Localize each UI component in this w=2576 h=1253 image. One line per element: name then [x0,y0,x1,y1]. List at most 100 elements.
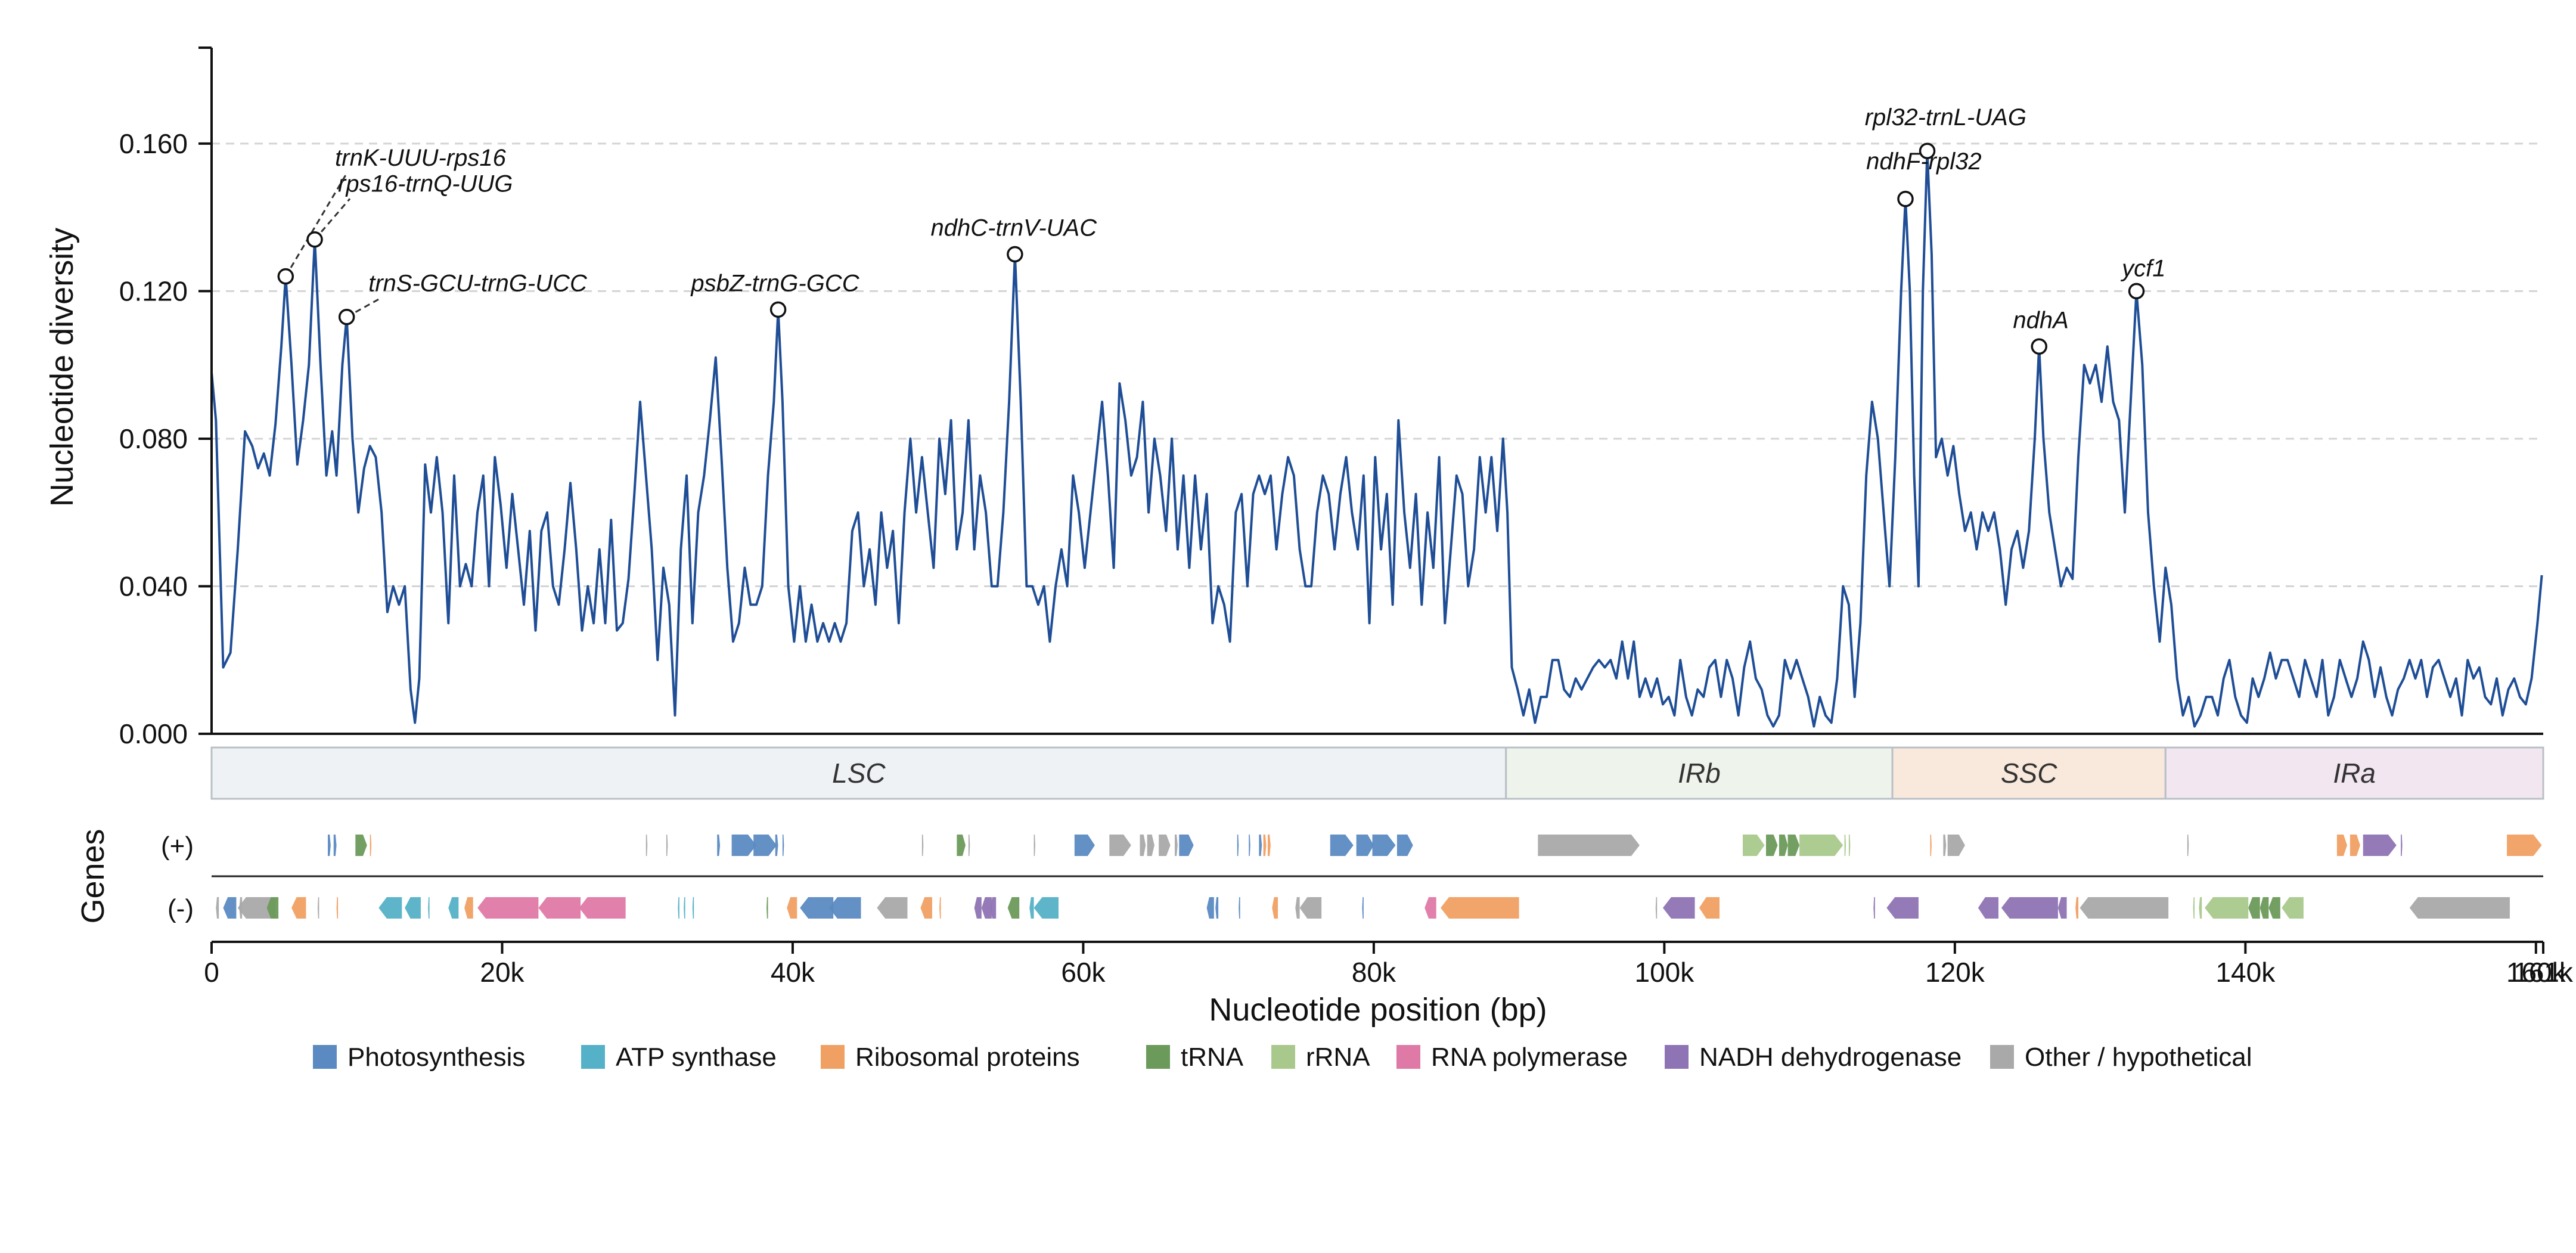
gene-feature [317,897,319,919]
gene-feature [336,897,339,919]
region-ssc [1891,746,2167,800]
gene-feature [1140,835,1146,856]
gene-feature [1655,897,1658,919]
gene-feature [1033,835,1035,856]
gene-feature [1179,835,1194,856]
legend-label: RNA polymerase [1431,1043,1628,1072]
gene-feature [2001,897,2058,919]
gene-feature [1263,835,1267,856]
gene-feature [1662,897,1695,919]
x-tick-label: 160k [2506,957,2566,988]
peak-label: ndhC-trnV-UAC [931,215,1098,241]
gene-feature [717,835,721,856]
gene-feature [974,897,982,919]
gene-feature [1787,835,1800,856]
strand-label-minus: (-) [167,894,194,923]
gene-feature [1396,835,1413,856]
gene-feature [957,835,966,856]
gene-feature [1237,835,1239,856]
gene-feature [1295,897,1300,919]
gene-feature [753,835,777,856]
gene-feature [1424,897,1436,919]
gene-feature [1029,897,1034,919]
gene-feature [1147,835,1154,856]
gene-feature [1441,897,1519,919]
gene-feature [1239,897,1240,919]
y-axis-title: Nucleotide diversity [44,228,80,507]
gene-feature [1267,835,1271,856]
gene-feature [1074,835,1095,856]
peak-label: trnK-UUU-rps16 [335,145,506,171]
gene-feature [1873,897,1875,919]
legend-swatch [1146,1045,1170,1069]
gene-feature [1372,835,1396,856]
gene-feature [1272,897,1278,919]
peak-label: ndhA [2013,307,2068,333]
peak-leader-line [314,198,351,240]
gene-feature [1699,897,1720,919]
region-bar: LSC IRb SSC IRa [210,746,2544,800]
axes: 0.000 0.040 0.080 0.120 0.160 [119,46,2543,749]
gene-feature [2187,835,2189,856]
peak-marker [277,268,294,285]
gene-feature [684,897,685,919]
gene-feature [1206,897,1214,919]
region-label: SSC [2001,758,2057,789]
peak-marker [1919,142,1936,160]
x-tick-label: 140k [2215,957,2276,988]
gene-feature [2350,835,2360,856]
gene-feature [1766,835,1778,856]
legend-label: NADH dehydrogenase [1699,1043,1962,1072]
gene-feature [828,897,861,919]
peak-label: rpl32-trnL-UAG [1865,104,2026,131]
gene-feature [920,897,932,919]
legend-label: ATP synthase [616,1043,777,1072]
gene-feature [355,835,367,856]
region-label: LSC [832,758,886,789]
gene-feature [464,897,473,919]
legend-swatch [821,1045,845,1069]
gene-feature [666,835,668,856]
gene-feature [1330,835,1354,856]
x-tick-label: 100k [1635,957,1695,988]
gene-feature [2507,835,2542,856]
gene-feature [2080,897,2169,919]
legend-label: tRNA [1181,1043,1244,1072]
gene-feature [645,835,648,856]
y-tick-label: 0.040 [119,570,188,601]
gene-feature [2336,835,2347,856]
gene-feature [216,897,219,919]
legend-label: Photosynthesis [347,1043,525,1072]
legend-swatch [313,1045,337,1069]
peak-marker [2128,283,2145,300]
gene-feature [378,897,402,919]
gene-feature [291,897,306,919]
strand-label-plus: (+) [161,832,194,861]
gene-feature [692,897,694,919]
gene-feature [266,897,279,919]
peak-marker [306,231,323,248]
diversity-line [210,150,2543,728]
gene-feature [333,835,337,856]
gene-feature [2409,897,2510,919]
gene-feature [990,897,997,919]
legend-swatch [581,1045,605,1069]
peak-label: rps16-trnQ-UUG [338,170,513,197]
gene-feature [1249,835,1250,856]
gene-feature [1978,897,1998,919]
gene-feature [2401,835,2403,856]
y-tick-label: 0.120 [119,275,188,306]
gene-feature [370,835,372,856]
gene-feature [1743,835,1765,856]
gene-feature [1215,897,1219,919]
x-axis-title: Nucleotide position (bp) [1209,992,1547,1028]
gene-feature [968,835,970,856]
gene-feature [731,835,757,856]
y-tick-label: 0.080 [119,423,188,454]
gene-feature [939,897,941,919]
gene-feature [327,835,331,856]
legend-swatch [1665,1045,1689,1069]
gene-feature [2268,897,2280,919]
